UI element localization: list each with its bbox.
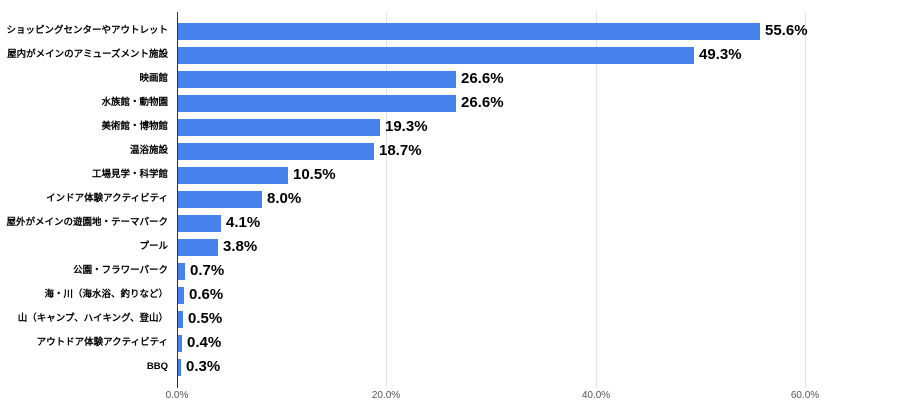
category-label: プール bbox=[139, 241, 168, 252]
bar[interactable] bbox=[178, 238, 218, 256]
bar[interactable] bbox=[178, 94, 456, 112]
category-label: 屋内がメインのアミューズメント施設 bbox=[7, 49, 168, 60]
category-label: ショッピングセンターやアウトレット bbox=[6, 25, 168, 36]
value-label: 0.6% bbox=[189, 286, 224, 303]
category-label: 山（キャンプ、ハイキング、登山） bbox=[17, 313, 168, 324]
value-label: 0.3% bbox=[186, 358, 221, 375]
category-label: 温浴施設 bbox=[129, 145, 168, 156]
bar[interactable] bbox=[178, 70, 456, 88]
category-label: 水族館・動物園 bbox=[101, 97, 168, 108]
bar[interactable] bbox=[178, 358, 181, 376]
bar[interactable] bbox=[178, 310, 183, 328]
bar[interactable] bbox=[178, 142, 374, 160]
category-label: 美術館・博物館 bbox=[101, 121, 168, 132]
bar-row: 工場見学・科学館 10.5% bbox=[0, 163, 923, 187]
bar-row: 屋内がメインのアミューズメント施設 49.3% bbox=[0, 43, 923, 67]
value-label: 26.6% bbox=[461, 94, 504, 111]
value-label: 3.8% bbox=[223, 238, 258, 255]
bar[interactable] bbox=[178, 46, 694, 64]
value-label: 18.7% bbox=[379, 142, 422, 159]
bar[interactable] bbox=[178, 214, 221, 232]
value-label: 19.3% bbox=[385, 118, 428, 135]
category-label: 海・川（海水浴、釣りなど） bbox=[44, 289, 168, 300]
y-axis-line bbox=[177, 12, 178, 388]
bar-row: 水族館・動物園 26.6% bbox=[0, 91, 923, 115]
category-label: BBQ bbox=[146, 361, 168, 372]
bar-row: 海・川（海水浴、釣りなど） 0.6% bbox=[0, 283, 923, 307]
bar-row: 温浴施設 18.7% bbox=[0, 139, 923, 163]
value-label: 55.6% bbox=[765, 22, 808, 39]
x-tick-label: 0.0% bbox=[165, 390, 189, 401]
category-label: インドア体験アクティビティ bbox=[46, 193, 168, 204]
bar-row: 映画館 26.6% bbox=[0, 67, 923, 91]
category-label: 屋外がメインの遊園地・テーマパーク bbox=[6, 217, 168, 228]
bar[interactable] bbox=[178, 118, 380, 136]
x-tick-label: 40.0% bbox=[581, 390, 611, 401]
category-label: 映画館 bbox=[139, 73, 168, 84]
value-label: 8.0% bbox=[267, 190, 302, 207]
bar-row: 美術館・博物館 19.3% bbox=[0, 115, 923, 139]
value-label: 49.3% bbox=[699, 46, 742, 63]
gridline-40pct bbox=[596, 12, 597, 388]
bar-row: アウトドア体験アクティビティ 0.4% bbox=[0, 331, 923, 355]
value-label: 0.4% bbox=[187, 334, 222, 351]
gridline-60pct bbox=[805, 12, 806, 388]
value-label: 10.5% bbox=[293, 166, 336, 183]
value-label: 0.5% bbox=[188, 310, 223, 327]
bar-row: ショッピングセンターやアウトレット 55.6% bbox=[0, 19, 923, 43]
bar[interactable] bbox=[178, 334, 182, 352]
bar[interactable] bbox=[178, 190, 262, 208]
bar-row: 屋外がメインの遊園地・テーマパーク 4.1% bbox=[0, 211, 923, 235]
bar-row: BBQ 0.3% bbox=[0, 355, 923, 379]
category-label: 工場見学・科学館 bbox=[91, 169, 168, 180]
category-label: アウトドア体験アクティビティ bbox=[36, 337, 168, 348]
category-label: 公園・フラワーパーク bbox=[73, 265, 168, 276]
bar-row: プール 3.8% bbox=[0, 235, 923, 259]
gridline-20pct bbox=[386, 12, 387, 388]
value-label: 4.1% bbox=[226, 214, 261, 231]
value-label: 0.7% bbox=[190, 262, 225, 279]
bar-row: 公園・フラワーパーク 0.7% bbox=[0, 259, 923, 283]
bar[interactable] bbox=[178, 286, 184, 304]
bar[interactable] bbox=[178, 22, 760, 40]
bar[interactable] bbox=[178, 166, 288, 184]
value-label: 26.6% bbox=[461, 70, 504, 87]
bar[interactable] bbox=[178, 262, 185, 280]
bar-row: 山（キャンプ、ハイキング、登山） 0.5% bbox=[0, 307, 923, 331]
x-tick-label: 20.0% bbox=[371, 390, 401, 401]
bar-row: インドア体験アクティビティ 8.0% bbox=[0, 187, 923, 211]
x-tick-label: 60.0% bbox=[790, 390, 820, 401]
